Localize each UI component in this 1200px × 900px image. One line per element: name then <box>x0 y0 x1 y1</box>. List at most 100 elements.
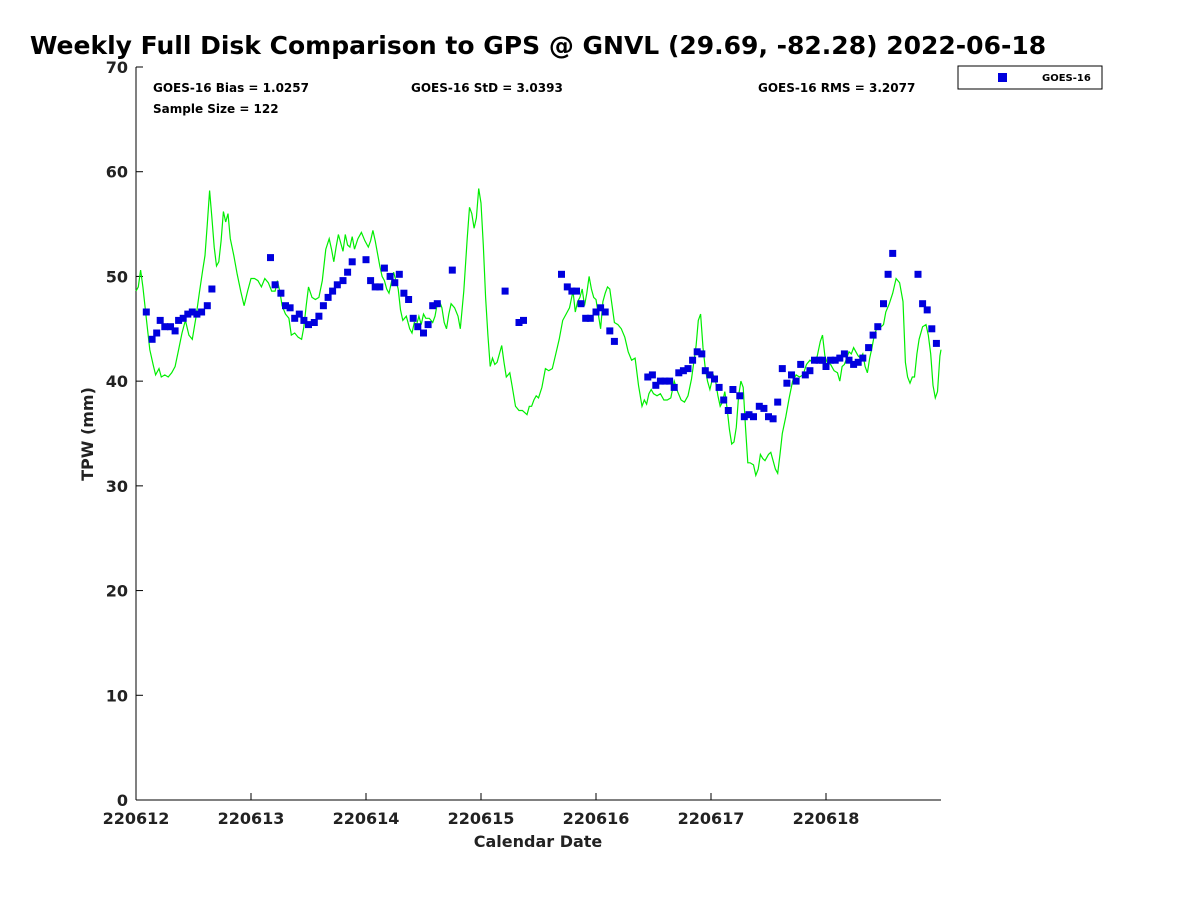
goes16-point <box>391 279 399 287</box>
goes16-point <box>661 377 669 385</box>
goes16-point <box>601 308 609 316</box>
goes16-point <box>305 321 312 329</box>
goes16-point <box>400 289 408 297</box>
x-axis-label: Calendar Date <box>474 832 603 851</box>
goes16-point <box>693 348 701 356</box>
goes16-point <box>414 323 422 331</box>
goes16-point <box>679 367 687 375</box>
goes16-point <box>171 327 179 335</box>
rms-annotation: GOES-16 RMS = 3.2077 <box>758 81 915 95</box>
goes16-point <box>515 319 523 326</box>
goes16-point <box>324 293 332 301</box>
goes16-point <box>424 321 432 329</box>
goes16-point <box>148 335 156 343</box>
goes16-point <box>184 310 192 318</box>
goes16-point <box>755 402 763 410</box>
goes16-point <box>405 296 413 303</box>
goes16-point <box>831 356 839 364</box>
goes16-point <box>429 302 437 310</box>
goes16-point <box>315 312 323 320</box>
legend-box <box>957 65 1103 90</box>
goes16-point <box>573 287 580 295</box>
goes16-point <box>698 350 706 358</box>
y-tick-label-40: 40 <box>106 372 128 391</box>
goes16-point <box>706 371 714 379</box>
x-tick-label-220614: 220614 <box>333 809 400 828</box>
goes16-point <box>282 302 289 310</box>
goes16-point <box>850 360 858 368</box>
goes16-point <box>409 314 417 322</box>
goes16-point <box>193 310 201 318</box>
goes16-point <box>845 356 853 364</box>
goes16-point <box>652 381 660 389</box>
goes16-point <box>277 289 285 297</box>
goes16-point <box>914 270 922 278</box>
goes16-point <box>208 285 216 293</box>
goes16-point <box>720 396 728 404</box>
goes16-point <box>736 392 744 400</box>
goes16-point <box>386 272 394 280</box>
goes16-point <box>286 304 294 312</box>
goes16-point <box>760 404 768 412</box>
y-axis-label: TPW (mm) <box>78 387 97 481</box>
goes16-point <box>291 314 299 322</box>
goes16-point <box>448 266 456 274</box>
goes16-point <box>689 356 697 364</box>
goes16-point <box>774 398 782 406</box>
chart-title: Weekly Full Disk Comparison to GPS @ GNV… <box>30 31 1046 60</box>
goes16-point <box>348 258 356 266</box>
y-tick-label-70: 70 <box>106 58 128 77</box>
goes16-point <box>586 314 594 322</box>
x-tick-label-220618: 220618 <box>793 809 860 828</box>
goes16-point <box>597 304 605 312</box>
goes16-point <box>339 277 347 285</box>
goes16-point <box>788 371 795 379</box>
goes16-point <box>568 287 576 295</box>
goes16-point <box>606 327 614 335</box>
goes16-point <box>854 358 862 366</box>
goes16-point <box>715 383 723 391</box>
goes16-point <box>928 325 936 333</box>
goes16-point <box>769 415 777 423</box>
goes16-point <box>380 264 388 272</box>
goes16-point <box>783 379 791 387</box>
legend: GOES-16 <box>957 65 1103 90</box>
goes16-point <box>670 383 678 391</box>
goes16-point <box>167 323 174 331</box>
goes16-point <box>889 249 897 257</box>
bias-annotation: GOES-16 Bias = 1.0257 <box>153 81 309 95</box>
goes16-point <box>153 329 161 337</box>
goes16-point <box>797 360 805 368</box>
x-tick-label-220616: 220616 <box>563 809 630 828</box>
goes16-point <box>577 300 585 308</box>
goes16-point <box>701 367 709 375</box>
y-tick-label-60: 60 <box>106 163 128 182</box>
goes16-point <box>420 329 427 337</box>
goes16-point <box>836 354 844 362</box>
sample-size-annotation: Sample Size = 122 <box>153 102 279 116</box>
goes16-point <box>271 281 279 289</box>
goes16-point <box>792 377 800 385</box>
y-tick-label-0: 0 <box>117 791 128 810</box>
goes16-point <box>267 254 274 262</box>
goes16-point <box>644 373 652 381</box>
goes16-point <box>711 375 718 383</box>
goes16-point <box>675 369 683 377</box>
goes16-point <box>558 270 565 278</box>
goes16-point <box>729 386 737 393</box>
goes16-point <box>329 287 337 295</box>
goes16-point <box>582 314 590 322</box>
goes16-point <box>859 354 867 362</box>
y-tick-label-50: 50 <box>106 267 128 286</box>
goes16-point <box>198 308 206 316</box>
legend-label-goes16: GOES-16 <box>1042 73 1091 84</box>
goes16-point <box>310 319 318 326</box>
goes16-point <box>333 281 341 289</box>
goes16-point <box>376 283 384 291</box>
goes16-point <box>648 371 656 379</box>
goes16-point <box>161 323 169 331</box>
goes16-point <box>319 302 327 310</box>
goes16-point <box>344 268 352 276</box>
goes16-point <box>880 300 887 308</box>
